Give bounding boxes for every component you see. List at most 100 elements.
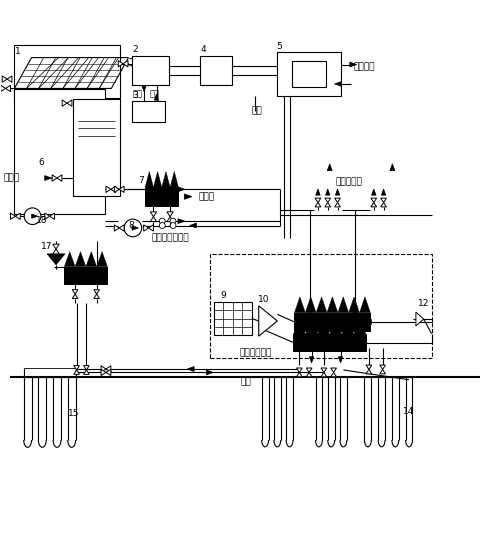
Polygon shape: [381, 202, 386, 207]
Polygon shape: [149, 225, 154, 231]
Polygon shape: [325, 198, 330, 202]
Text: 地面: 地面: [240, 377, 251, 387]
Polygon shape: [350, 62, 356, 67]
Polygon shape: [150, 217, 157, 222]
Polygon shape: [325, 202, 330, 207]
Bar: [14, 89, 105, 214]
Polygon shape: [259, 306, 277, 336]
Polygon shape: [380, 365, 385, 369]
Text: 供热水: 供热水: [199, 192, 215, 201]
Polygon shape: [62, 100, 67, 106]
Polygon shape: [353, 312, 357, 318]
Bar: [200, 56, 232, 84]
Circle shape: [159, 223, 165, 229]
Polygon shape: [57, 175, 62, 181]
Polygon shape: [111, 186, 116, 193]
Polygon shape: [366, 369, 372, 374]
Polygon shape: [382, 189, 386, 195]
Polygon shape: [306, 368, 312, 373]
Polygon shape: [371, 202, 377, 207]
Polygon shape: [416, 312, 424, 326]
Polygon shape: [114, 186, 119, 193]
Polygon shape: [72, 290, 78, 294]
Polygon shape: [338, 357, 343, 363]
Text: 16: 16: [75, 269, 86, 277]
Text: 2: 2: [132, 45, 137, 54]
Polygon shape: [321, 373, 327, 377]
Polygon shape: [167, 212, 173, 217]
Polygon shape: [335, 189, 340, 195]
Polygon shape: [178, 187, 185, 192]
Circle shape: [24, 208, 41, 224]
Bar: [132, 101, 165, 122]
Text: 6: 6: [38, 158, 44, 167]
Text: 4: 4: [200, 45, 206, 54]
Text: 公共电网: 公共电网: [353, 62, 375, 71]
Bar: [64, 266, 108, 284]
Polygon shape: [106, 366, 111, 372]
Bar: [14, 45, 120, 98]
Text: 10: 10: [258, 295, 270, 304]
Polygon shape: [74, 370, 80, 374]
Polygon shape: [0, 85, 5, 91]
Polygon shape: [318, 320, 330, 334]
Polygon shape: [118, 61, 123, 67]
Polygon shape: [349, 297, 359, 313]
Polygon shape: [330, 320, 342, 334]
Polygon shape: [206, 370, 213, 375]
Polygon shape: [306, 373, 312, 377]
Text: 1: 1: [15, 47, 21, 56]
Polygon shape: [53, 244, 59, 249]
Polygon shape: [321, 368, 327, 373]
Polygon shape: [184, 194, 192, 199]
Polygon shape: [371, 198, 377, 202]
Polygon shape: [150, 212, 157, 217]
Bar: [277, 52, 341, 96]
Bar: [214, 302, 252, 335]
Polygon shape: [114, 225, 119, 231]
Polygon shape: [154, 94, 159, 100]
Text: 地源热泵机组: 地源热泵机组: [240, 348, 272, 357]
Polygon shape: [167, 217, 173, 222]
Polygon shape: [390, 164, 395, 171]
Text: 7: 7: [138, 176, 143, 185]
Polygon shape: [297, 368, 302, 373]
Text: 空调、采暖: 空调、采暖: [336, 177, 363, 186]
Text: 12: 12: [418, 299, 429, 308]
Polygon shape: [106, 369, 111, 376]
Polygon shape: [145, 172, 154, 187]
Polygon shape: [381, 198, 386, 202]
Polygon shape: [83, 365, 89, 370]
Polygon shape: [119, 225, 124, 231]
Circle shape: [170, 223, 176, 229]
Polygon shape: [335, 198, 340, 202]
Circle shape: [159, 218, 165, 224]
Text: 供电: 供电: [251, 107, 262, 115]
Polygon shape: [327, 164, 332, 171]
Polygon shape: [74, 365, 80, 370]
Polygon shape: [342, 320, 354, 334]
Circle shape: [124, 219, 142, 237]
Polygon shape: [315, 202, 321, 207]
Polygon shape: [326, 189, 330, 195]
Text: 18: 18: [36, 216, 48, 224]
Polygon shape: [101, 369, 106, 376]
Text: 5: 5: [276, 42, 282, 51]
Polygon shape: [154, 172, 162, 187]
Polygon shape: [315, 198, 321, 202]
Polygon shape: [372, 189, 376, 195]
Polygon shape: [327, 297, 338, 313]
Text: 3: 3: [132, 91, 137, 100]
Polygon shape: [45, 213, 50, 219]
Polygon shape: [14, 57, 129, 89]
Bar: [145, 187, 178, 206]
Polygon shape: [331, 368, 336, 373]
Polygon shape: [45, 176, 52, 181]
Polygon shape: [2, 76, 7, 82]
Polygon shape: [162, 172, 170, 187]
Bar: [295, 313, 370, 331]
Polygon shape: [316, 189, 320, 195]
Polygon shape: [94, 294, 100, 299]
Polygon shape: [142, 85, 146, 92]
Polygon shape: [94, 290, 100, 294]
